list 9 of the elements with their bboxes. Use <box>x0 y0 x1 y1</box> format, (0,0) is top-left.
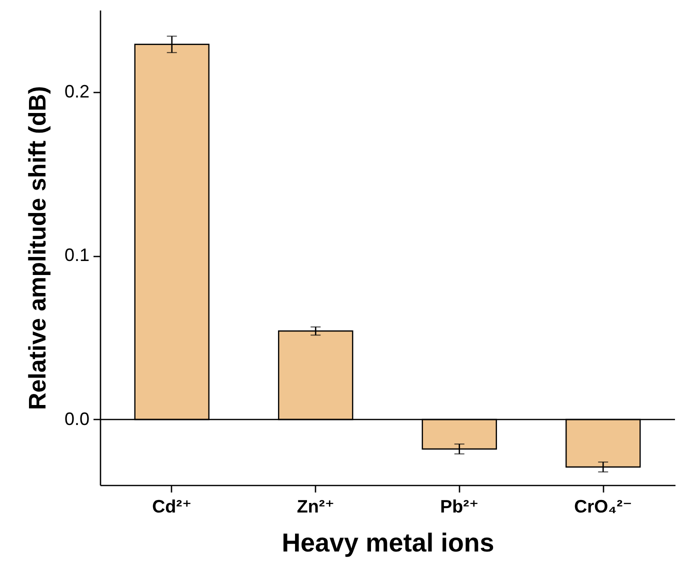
y-tick-label: 0.1 <box>64 245 90 266</box>
x-tick-label: Zn²⁺ <box>296 496 334 516</box>
y-tick-label: 0.0 <box>64 408 90 429</box>
x-tick-label: Cd²⁺ <box>152 496 192 516</box>
x-tick-label: CrO₄²⁻ <box>574 496 632 516</box>
y-tick-label: 0.2 <box>64 81 90 102</box>
x-tick-label: Pb²⁺ <box>440 496 479 516</box>
x-axis-title: Heavy metal ions <box>282 528 494 558</box>
y-axis-title: Relative amplitude shift (dB) <box>24 86 52 410</box>
